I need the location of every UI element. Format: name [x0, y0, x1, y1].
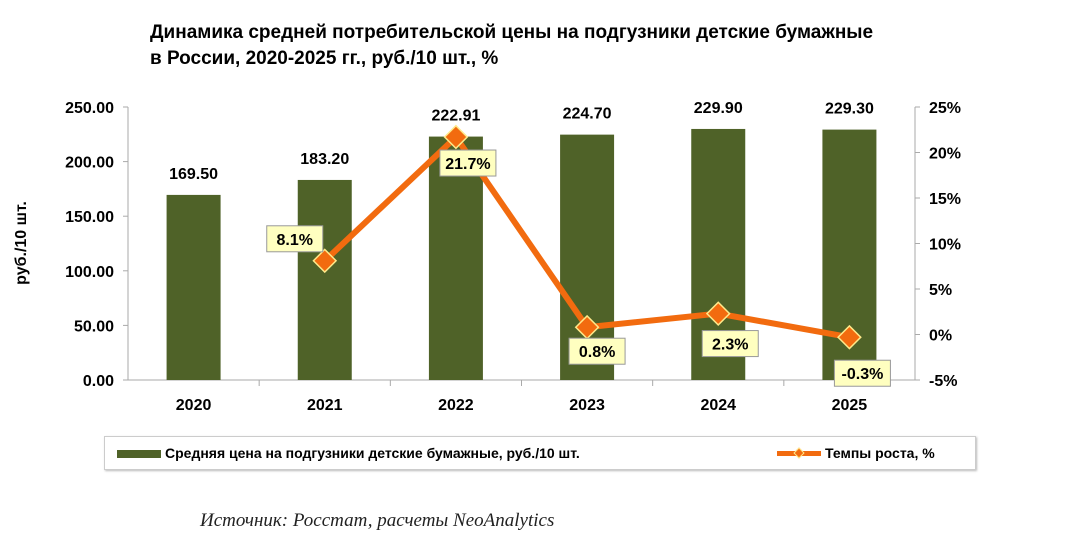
y-tick-label: 150.00 [65, 209, 114, 226]
growth-value-label: 0.8% [579, 344, 615, 361]
bar [428, 136, 483, 380]
growth-label-box [439, 149, 497, 177]
x-tick-label: 2020 [176, 397, 212, 414]
growth-marker [837, 324, 862, 350]
legend-diamond-icon [793, 447, 805, 459]
y-tick-label: 250.00 [65, 100, 114, 117]
growth-label-box [833, 359, 891, 387]
bar-value-label: 222.91 [431, 108, 480, 125]
y-tick-label: 0.00 [83, 373, 114, 390]
y-tick-label: 200.00 [65, 155, 114, 172]
y2-tick-label: 15% [929, 191, 961, 208]
growth-marker [574, 314, 600, 340]
bar-value-label: 169.50 [169, 166, 218, 183]
growth-marker [705, 301, 731, 326]
x-tick-label: 2023 [569, 397, 605, 414]
legend: Средняя цена на подгузники детские бумаж… [104, 436, 976, 470]
x-tick-label: 2021 [307, 397, 343, 414]
growth-value-label: 2.3% [712, 337, 748, 354]
title-line-2: в России, 2020-2025 гг., руб./10 шт., % [150, 48, 499, 69]
bar [297, 179, 352, 380]
y-tick-label: 100.00 [65, 264, 114, 281]
bar [166, 194, 221, 380]
legend-bar-label: Средняя цена на подгузники детские бумаж… [165, 445, 580, 461]
y2-tick-label: -5% [929, 373, 957, 390]
bar-value-label: 229.90 [694, 100, 743, 117]
y2-tick-label: 0% [929, 328, 952, 345]
y2-tick-label: 10% [929, 237, 961, 254]
growth-marker [443, 124, 469, 150]
source-note: Источник: Росстат, расчеты NeoAnalytics [200, 510, 555, 531]
chart-title: Динамика средней потребительской цены на… [150, 20, 1030, 72]
x-tick-label: 2025 [832, 397, 868, 414]
bar-value-label: 183.20 [300, 151, 349, 168]
y-axis-label: руб./10 шт. [13, 201, 30, 285]
growth-label-box [266, 225, 324, 253]
bar-value-label: 229.30 [825, 101, 874, 118]
growth-value-label: 21.7% [445, 156, 490, 173]
y2-tick-label: 25% [929, 100, 961, 117]
x-tick-label: 2024 [700, 397, 736, 414]
growth-value-label: -0.3% [842, 366, 884, 383]
y2-tick-label: 20% [929, 146, 961, 163]
y-tick-label: 50.00 [74, 318, 114, 335]
y2-tick-label: 5% [929, 282, 952, 299]
legend-line-label: Темпы роста, % [825, 445, 935, 461]
bar-value-label: 224.70 [563, 106, 612, 123]
growth-label-box [701, 330, 759, 358]
title-line-1: Динамика средней потребительской цены на… [150, 22, 874, 43]
growth-marker [312, 248, 338, 274]
growth-value-label: 8.1% [277, 232, 313, 249]
x-tick-label: 2022 [438, 397, 474, 414]
growth-label-box [568, 337, 626, 365]
legend-bar-swatch [117, 450, 161, 458]
